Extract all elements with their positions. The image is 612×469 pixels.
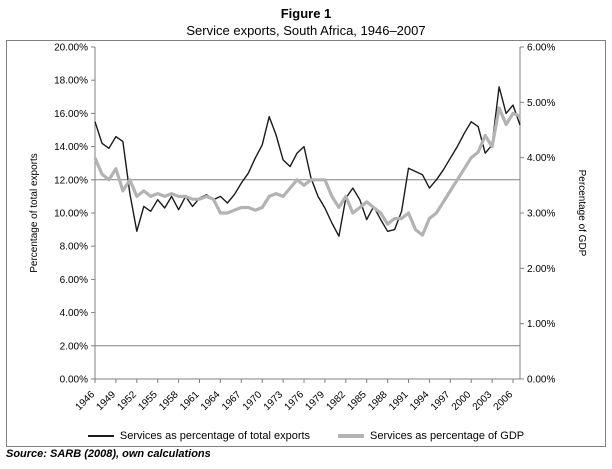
left-axis-tick-label: 4.00%: [60, 308, 88, 319]
left-axis-tick-label: 2.00%: [60, 341, 88, 352]
line-chart: 0.00% 2.00% 4.00% 6.00% 8.00% 10.00% 12.00% 14.…: [29, 43, 587, 413]
x-axis-tick-label: 1961: [178, 389, 202, 413]
legend-swatch-total-exports: [87, 435, 114, 437]
legend-label-gdp: Services as percentage of GDP: [370, 430, 525, 442]
right-axis-tick-label: 1.00%: [527, 319, 555, 330]
left-axis-tick-label: 0.00%: [60, 375, 88, 386]
x-axis-tick-label: 1946: [74, 389, 98, 413]
x-axis-tick-label: 2000: [450, 389, 474, 413]
series-line-gdp: [93, 106, 521, 237]
x-axis-tick-label: 1967: [220, 389, 244, 413]
right-axis-tick-label: 6.00%: [527, 43, 555, 54]
left-axis-tick-label: 18.00%: [54, 76, 88, 87]
x-axis-tick-label: 1970: [241, 389, 265, 413]
x-axis-tick-label: 1985: [345, 389, 369, 413]
figure-title: Figure 1: [280, 6, 332, 21]
left-axis-tick-label: 6.00%: [60, 275, 88, 286]
x-axis-tick-label: 1994: [408, 389, 432, 413]
right-axis-tick-label: 2.00%: [527, 264, 555, 275]
x-axis-tick-label: 2006: [492, 389, 516, 413]
right-axis-tick-label: 5.00%: [527, 98, 555, 109]
chart-area: 0.00% 2.00% 4.00% 6.00% 8.00% 10.00% 12.00% 14.…: [6, 40, 606, 447]
x-axis-tick-label: 1982: [324, 389, 348, 413]
legend-item-total-exports: Services as percentage of total exports: [87, 430, 311, 442]
series-line-total-exports: [94, 86, 521, 237]
x-axis-tick-label: 1976: [283, 389, 307, 413]
x-axis-tick-label: 1964: [199, 389, 223, 413]
x-axis-tick-label: 1952: [115, 389, 139, 413]
chart-legend: Services as percentage of total exports …: [7, 430, 605, 442]
left-axis-tick-label: 14.00%: [54, 142, 88, 153]
left-axis-tick-label: 20.00%: [54, 43, 88, 54]
x-axis-tick-label: 1988: [366, 389, 390, 413]
left-axis-tick-label: 8.00%: [60, 242, 88, 253]
legend-label-total-exports: Services as percentage of total exports: [119, 430, 311, 442]
x-axis-tick-label: 1958: [157, 389, 181, 413]
x-axis-tick-label: 2003: [471, 389, 495, 413]
x-axis-tick-label: 1979: [304, 389, 328, 413]
figure-subtitle: Service exports, South Africa, 1946–2007: [186, 23, 426, 38]
x-axis-tick-label: 1991: [387, 389, 411, 413]
x-axis-tick-label: 1949: [95, 389, 119, 413]
left-axis-title: Percentage of total exports: [29, 153, 40, 273]
x-axis-tick-label: 1997: [429, 389, 453, 413]
left-axis-tick-label: 10.00%: [54, 209, 88, 220]
x-axis-tick-label: 1973: [262, 389, 286, 413]
right-axis-tick-label: 3.00%: [527, 209, 555, 220]
legend-item-gdp: Services as percentage of GDP: [338, 430, 524, 442]
right-axis-tick-label: 4.00%: [527, 153, 555, 164]
title-block: Figure 1 Service exports, South Africa, …: [0, 0, 612, 39]
legend-swatch-gdp: [338, 434, 365, 438]
source-note: Source: SARB (2008), own calculations: [6, 448, 211, 460]
x-axis-tick-label: 1955: [136, 389, 160, 413]
right-axis-tick-label: 0.00%: [527, 375, 555, 386]
right-axis-title: Percentage of GDP: [576, 170, 587, 257]
left-axis-tick-label: 16.00%: [54, 109, 88, 120]
left-axis-tick-label: 12.00%: [54, 175, 88, 186]
